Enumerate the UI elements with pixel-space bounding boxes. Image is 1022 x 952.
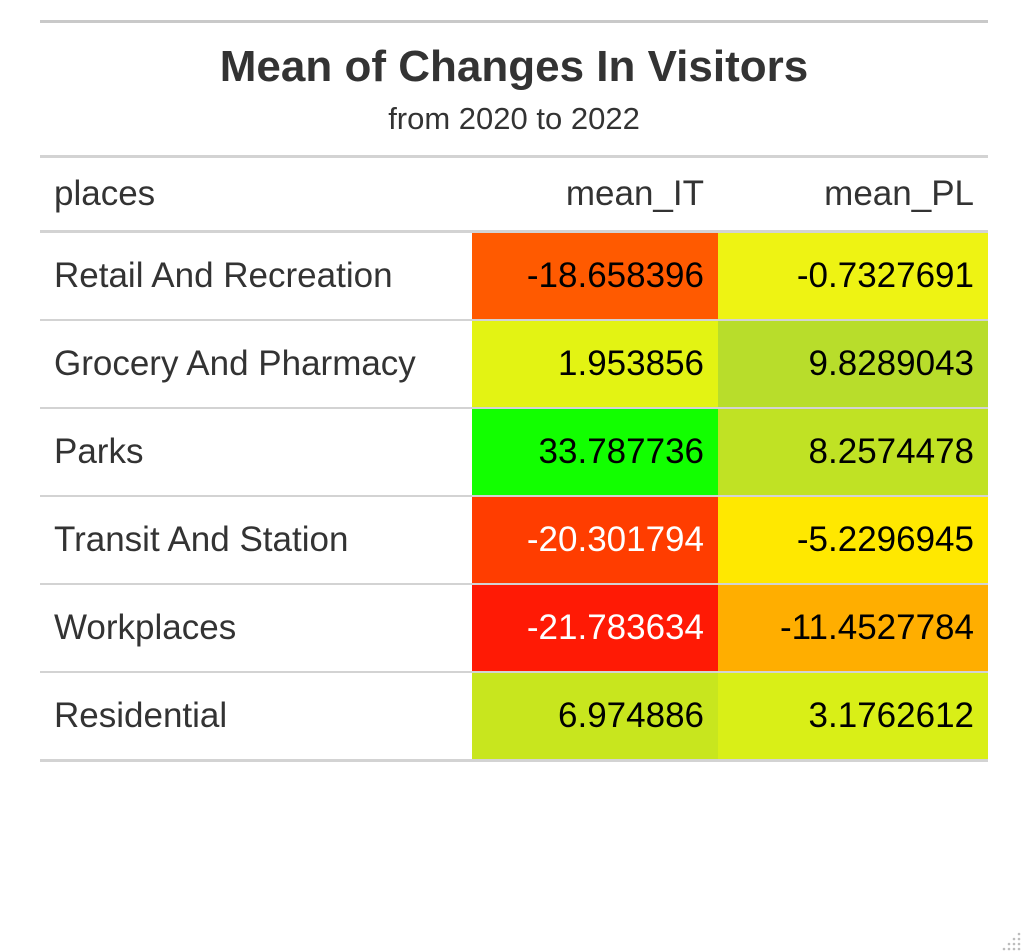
cell-mean-it: -18.658396 [472,231,718,321]
column-header-mean-it: mean_IT [472,158,718,233]
resize-grip-icon [1002,932,1021,951]
cell-places: Residential [40,672,472,762]
table-row: Grocery And Pharmacy 1.953856 9.8289043 [40,320,988,409]
table-row: Residential 6.974886 3.1762612 [40,672,988,762]
cell-places: Transit And Station [40,496,472,585]
cell-mean-it: 33.787736 [472,408,718,497]
cell-mean-pl: 8.2574478 [718,408,988,497]
cell-mean-it: 6.974886 [472,672,718,762]
cell-mean-it: 1.953856 [472,320,718,409]
table-row: Retail And Recreation -18.658396 -0.732769… [40,231,988,321]
column-header-places: places [40,158,472,233]
data-table: places mean_IT mean_PL Retail And Recrea… [40,158,988,762]
column-header-mean-pl: mean_PL [718,158,988,233]
cell-places: Parks [40,408,472,497]
cell-mean-pl: -11.4527784 [718,584,988,673]
summary-table-container: Mean of Changes In Visitors from 2020 to… [40,20,988,762]
cell-places: Workplaces [40,584,472,673]
table-heading: Mean of Changes In Visitors from 2020 to… [40,20,988,158]
table-row: Parks 33.787736 8.2574478 [40,408,988,497]
table-row: Transit And Station -20.301794 -5.2296945 [40,496,988,585]
cell-mean-it: -21.783634 [472,584,718,673]
cell-mean-it: -20.301794 [472,496,718,585]
cell-places: Retail And Recreation [40,231,472,321]
cell-mean-pl: 9.8289043 [718,320,988,409]
table-title: Mean of Changes In Visitors [219,42,809,91]
header-row: places mean_IT mean_PL [40,158,988,233]
cell-mean-pl: -0.7327691 [718,231,988,321]
table-subtitle: from 2020 to 2022 [388,101,640,136]
cell-places: Grocery And Pharmacy [40,320,472,409]
table-row: Workplaces -21.783634 -11.4527784 [40,584,988,673]
cell-mean-pl: -5.2296945 [718,496,988,585]
table-body: Retail And Recreation -18.658396 -0.732769… [40,231,988,762]
cell-mean-pl: 3.1762612 [718,672,988,762]
